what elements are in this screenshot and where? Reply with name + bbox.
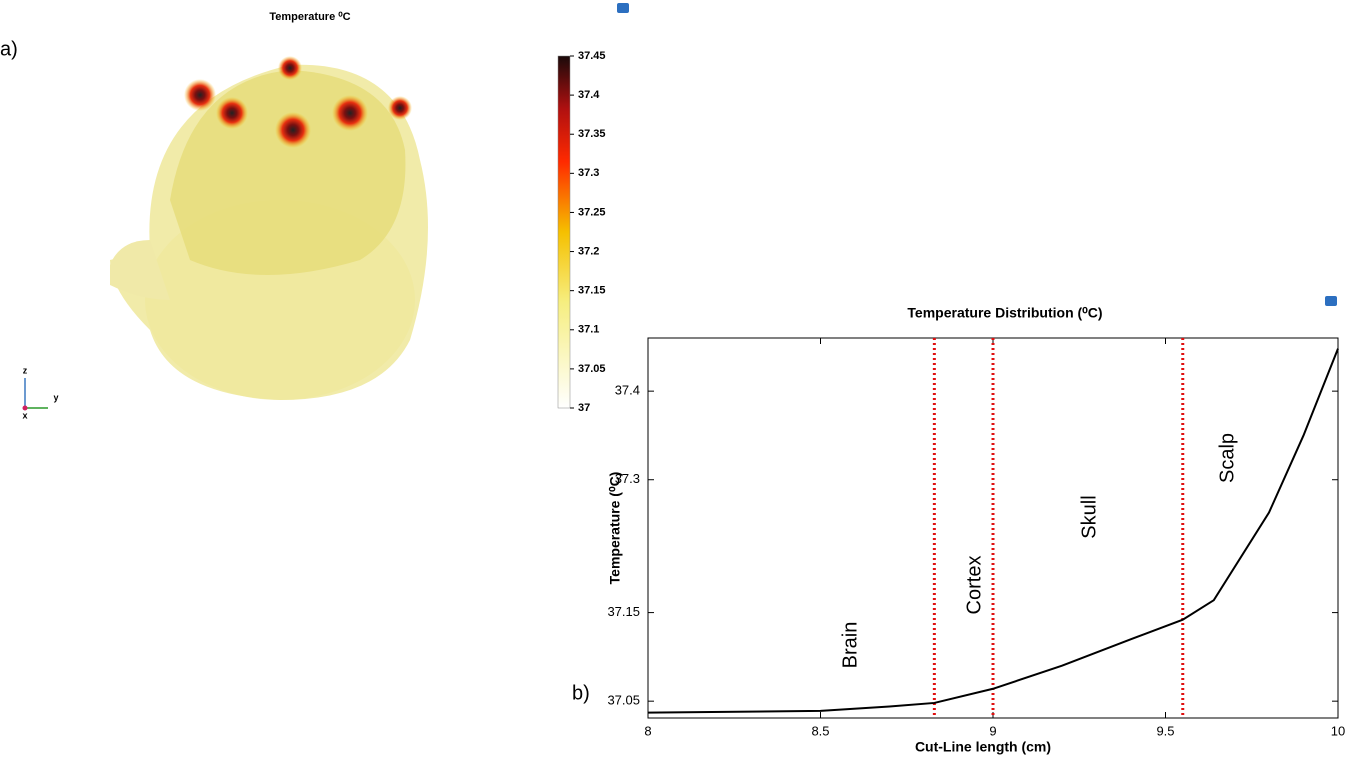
y-tick-label: 37.15: [607, 604, 640, 619]
region-label: Scalp: [1216, 433, 1238, 483]
colorbar-tick-label: 37.25: [578, 206, 606, 218]
x-tick-label: 10: [1331, 723, 1345, 738]
axes-triad: [22, 378, 48, 411]
y-tick-label: 37.4: [615, 383, 640, 398]
data-line: [647, 348, 1339, 714]
y-tick-label: 37.05: [607, 693, 640, 708]
y-axis-label: Temperature (⁰C): [607, 472, 623, 585]
triad-label: y: [53, 392, 58, 402]
colorbar-tick-label: 37: [578, 402, 590, 414]
x-tick-label: 8.5: [811, 723, 829, 738]
region-label: Brain: [839, 622, 861, 669]
colorbar-tick-label: 37.3: [578, 167, 599, 179]
colorbar: [557, 55, 571, 409]
colorbar-tick-label: 37.05: [578, 363, 606, 375]
chart-title: Temperature Distribution (⁰C): [907, 305, 1102, 321]
colorbar-tick-label: 37.35: [578, 128, 606, 140]
colorbar-tick-label: 37.1: [578, 324, 599, 336]
region-label: Cortex: [963, 556, 985, 615]
x-axis-label: Cut-Line length (cm): [915, 739, 1051, 755]
y-tick-label: 37.3: [615, 471, 640, 486]
panel-label: b): [572, 682, 590, 704]
colorbar-tick-label: 37.15: [578, 285, 606, 297]
chart-title: Temperature ⁰C: [269, 11, 350, 23]
x-tick-label: 9: [989, 723, 996, 738]
x-tick-label: 9.5: [1156, 723, 1174, 738]
region-label: Skull: [1078, 495, 1100, 538]
colorbar-tick-label: 37.45: [578, 50, 606, 62]
panel-label: a): [0, 38, 18, 60]
colorbar-tick-label: 37.2: [578, 245, 599, 257]
icon: [617, 3, 629, 13]
x-tick-label: 8: [644, 723, 651, 738]
triad-label: x: [22, 410, 27, 420]
colorbar-tick-label: 37.4: [578, 89, 600, 101]
icon: [1325, 296, 1337, 306]
triad-label: z: [23, 365, 28, 375]
head-render: [110, 56, 428, 400]
